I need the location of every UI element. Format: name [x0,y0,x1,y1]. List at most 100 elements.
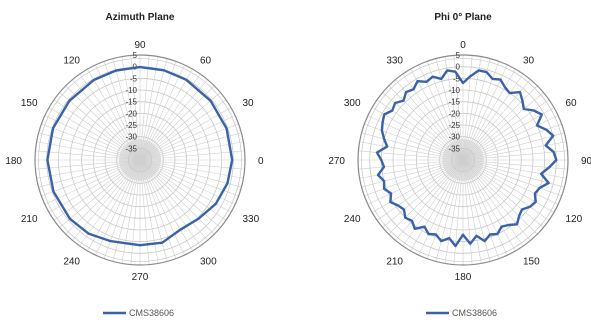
radial-gridline [57,77,223,243]
radial-tick-label: -5 [453,74,461,83]
angular-gridline [367,159,464,205]
angular-gridline [65,85,141,161]
angular-gridline [462,159,531,241]
radial-gridline [392,89,534,231]
angular-gridline [139,68,193,161]
legend: CMS38606 [426,308,497,318]
angular-gridline [139,64,185,161]
radial-gridline [69,89,211,231]
angular-gridline [53,159,141,221]
angular-gridline [462,159,524,247]
radial-tick-label: -35 [125,144,137,153]
angular-gridline [462,159,508,256]
angle-tick-label: 60 [200,56,212,67]
angular-gridline [435,159,464,262]
phi-0-plane-chart: Phi 0° Plane 0 30 60 90 120 150 180 210 240 270 30… [328,12,591,318]
angular-gridline [38,132,141,161]
angle-tick-label: 210 [21,214,38,225]
series-line-CMS38606 [46,65,234,247]
radial-tick-label: -15 [125,98,137,107]
angle-tick-label: 0 [258,156,264,167]
angular-gridline [139,159,221,228]
radial-gridline [34,54,246,266]
angular-gridline [395,159,464,241]
angular-gridline [139,79,208,161]
angular-gridline [462,56,482,161]
angular-gridline [139,159,227,221]
angular-gridline [139,159,245,170]
angular-gridline [359,141,464,161]
radial-gridline [427,124,499,196]
legend: CMS38606 [103,308,174,318]
angular-gridline [462,68,516,161]
radial-gridline [357,54,569,266]
angular-gridline [462,159,567,179]
series-line-CMS38606 [375,69,558,248]
legend-label: CMS38606 [452,308,497,318]
angular-gridline [139,61,177,161]
angular-gridline [95,64,141,161]
angular-gridline [388,85,464,161]
angular-gridline [112,58,141,161]
angular-gridline [41,159,141,197]
angular-gridline [59,92,141,161]
angular-gridline [139,132,242,161]
angular-gridline [121,56,141,161]
angular-gridline [139,159,159,264]
angular-gridline [121,159,141,264]
angular-gridline [53,99,141,161]
angular-gridline [44,115,141,161]
angle-tick-label: 90 [581,156,591,167]
tick-ring [38,58,242,262]
angular-gridline [139,107,232,161]
angular-gridline [462,159,559,205]
angular-gridline [371,159,464,213]
tick-ring [361,58,565,262]
radial-tick-label: -5 [130,74,138,83]
angular-gridline [462,92,544,161]
angular-gridline [435,58,464,161]
angular-gridline [112,159,141,262]
angular-gridline [462,132,565,161]
radial-tick-label: -10 [448,86,460,95]
angle-tick-label: 330 [386,56,403,67]
radial-gridline [116,136,164,184]
angular-gridline [59,159,141,228]
angular-gridline [139,159,185,256]
chart-title: Phi 0° Plane [434,12,492,23]
angular-gridline [139,159,215,235]
angle-tick-label: 60 [565,98,577,109]
angular-gridline [79,73,141,161]
angular-gridline [72,159,141,241]
angular-gridline [462,55,473,161]
angular-gridline [444,159,464,264]
angular-gridline [139,159,236,205]
angular-gridline [36,141,141,161]
angular-gridline [462,115,559,161]
radial-tick-label: -25 [125,121,137,130]
angular-gridline [44,159,141,205]
angular-gridline [139,123,239,161]
angle-tick-label: 270 [132,272,149,283]
radial-tick-label: -30 [448,133,460,142]
angular-gridline [48,107,141,161]
radial-tick-label: 5 [456,51,461,60]
radial-gridline [104,124,176,196]
angular-gridline [358,159,464,170]
angular-gridline [65,159,141,235]
radial-gridline [92,112,188,208]
angular-gridline [35,150,141,161]
angular-gridline [130,55,141,161]
angular-gridline [72,79,141,161]
angular-gridline [41,123,141,161]
radial-tick-label: -15 [448,98,460,107]
angular-gridline [444,56,464,161]
angular-gridline [462,150,568,161]
angular-gridline [139,159,208,241]
radial-tick-label: -30 [125,133,137,142]
angular-gridline [139,73,201,161]
angle-tick-label: 300 [200,256,217,267]
angle-tick-label: 150 [21,98,38,109]
angular-gridline [35,159,141,170]
